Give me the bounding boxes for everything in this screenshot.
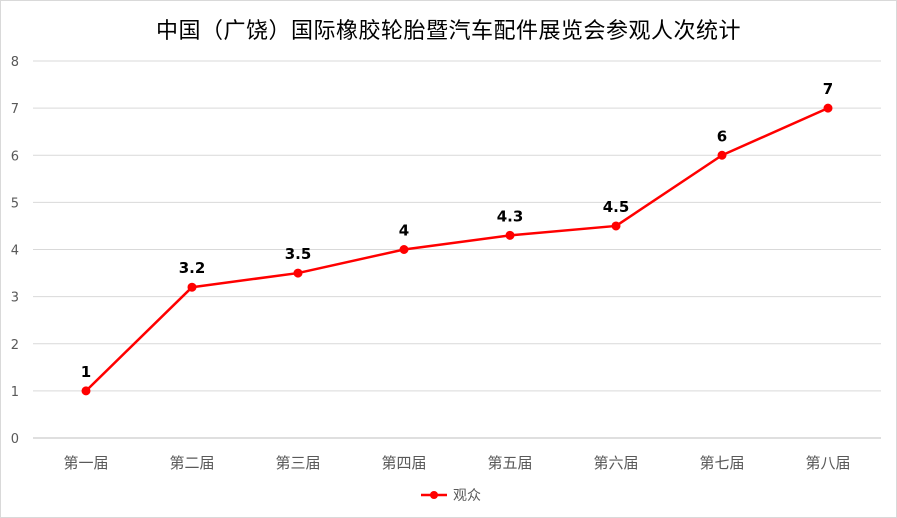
data-label: 3.2: [179, 259, 206, 277]
x-tick-label: 第六届: [593, 454, 638, 472]
legend-label: 观众: [453, 488, 481, 504]
y-tick-label: 0: [11, 432, 19, 447]
series-line-0: [85, 106, 829, 392]
x-tick-label: 第三届: [275, 454, 320, 472]
data-label: 1: [81, 363, 91, 381]
x-tick-label: 第一届: [63, 454, 108, 472]
x-tick-label: 第五届: [487, 454, 532, 472]
x-tick-label: 第四届: [381, 454, 426, 472]
data-point: [611, 221, 621, 231]
data-label: 7: [823, 80, 833, 98]
legend-marker: [430, 491, 438, 499]
data-point: [399, 245, 409, 254]
y-tick-label: 1: [11, 385, 19, 400]
data-label: 3.5: [285, 245, 312, 263]
y-tick-label: 4: [11, 244, 19, 259]
chart-title: 中国（广饶）国际橡胶轮胎暨汽车配件展览会参观人次统计: [155, 19, 741, 44]
data-point: [187, 282, 197, 292]
x-tick-label: 第二届: [169, 454, 214, 472]
data-label: 4: [399, 222, 409, 240]
y-tick-label: 6: [11, 149, 19, 164]
x-tick-label: 第七届: [699, 454, 744, 472]
data-point: [717, 150, 727, 160]
data-point: [81, 386, 91, 396]
y-tick-label: 3: [11, 291, 19, 306]
data-label: 4.3: [497, 207, 524, 225]
data-label: 4.5: [603, 198, 630, 216]
y-tick-label: 8: [11, 55, 19, 70]
y-tick-label: 7: [11, 102, 19, 117]
data-point: [823, 103, 833, 113]
data-point: [293, 268, 303, 278]
x-tick-label: 第八届: [805, 454, 850, 472]
y-tick-label: 2: [11, 338, 19, 353]
y-tick-label: 5: [11, 196, 19, 211]
data-label: 6: [717, 127, 727, 145]
data-point: [505, 230, 515, 240]
